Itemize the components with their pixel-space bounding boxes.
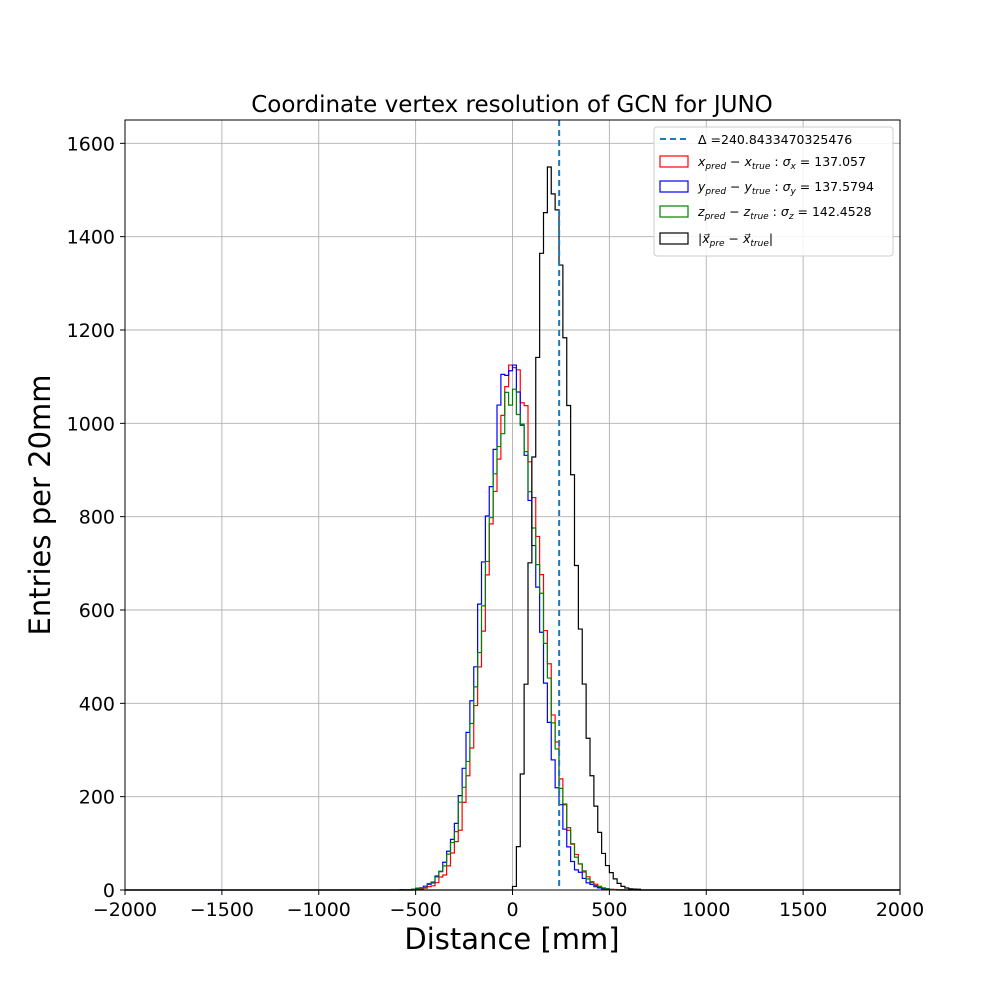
x-tick-label-6: 1000 [682, 899, 730, 921]
x-tick-label-0: −2000 [93, 899, 157, 921]
x-tick-label-5: 500 [591, 899, 627, 921]
legend: Δ =240.8433470325476 xpred − xtrue : σx =… [653, 126, 894, 257]
x-tick-label-4: 0 [506, 899, 518, 921]
x-axis-label: Distance [mm] [404, 922, 619, 956]
x-tick-label-8: 2000 [876, 899, 924, 921]
y-tick-label-3: 600 [79, 600, 115, 622]
grid [124, 120, 901, 891]
chart-title: Coordinate vertex resolution of GCN for … [251, 92, 773, 118]
y-tick-label-1: 200 [79, 787, 115, 809]
y-tick-label-5: 1000 [67, 413, 115, 435]
legend-label-delta: Δ =240.8433470325476 [698, 132, 852, 147]
x-tick-label-3: −500 [390, 899, 442, 921]
x-tick-label-2: −1000 [287, 899, 351, 921]
legend-handle-2 [659, 205, 689, 218]
x-tick-label-1: −1500 [190, 899, 254, 921]
x-tick-label-7: 1500 [779, 899, 827, 921]
legend-handle-1 [659, 180, 689, 193]
y-tick-label-2: 400 [79, 693, 115, 715]
y-tick-label-8: 1600 [67, 133, 115, 155]
legend-handle-3 [659, 232, 689, 245]
y-tick-label-7: 1400 [67, 227, 115, 249]
y-tick-label-4: 800 [79, 507, 115, 529]
y-tick-label-0: 0 [103, 880, 115, 902]
y-tick-label-6: 1200 [67, 320, 115, 342]
legend-handle-0 [659, 155, 689, 168]
y-axis-label: Entries per 20mm [23, 374, 57, 635]
legend-label-0: xpred − xtrue : σx = 137.057 [697, 154, 866, 172]
ticks: −2000 −1500 −1000 −500 0 500 1000 1500 2000 0 200 4… [67, 133, 925, 921]
legend-label-3: |x⃗pre − x⃗true| [698, 231, 773, 249]
legend-label-1: ypred − ytrue : σy = 137.5794 [697, 179, 874, 197]
legend-label-2: zpred − ztrue : σz = 142.4528 [697, 204, 872, 222]
legend-box [653, 126, 894, 257]
